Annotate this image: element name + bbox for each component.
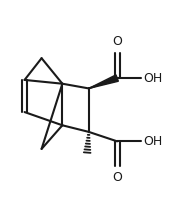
Text: OH: OH bbox=[143, 71, 162, 84]
Polygon shape bbox=[89, 75, 118, 88]
Text: O: O bbox=[112, 171, 122, 184]
Text: OH: OH bbox=[143, 135, 162, 148]
Text: O: O bbox=[112, 35, 122, 48]
